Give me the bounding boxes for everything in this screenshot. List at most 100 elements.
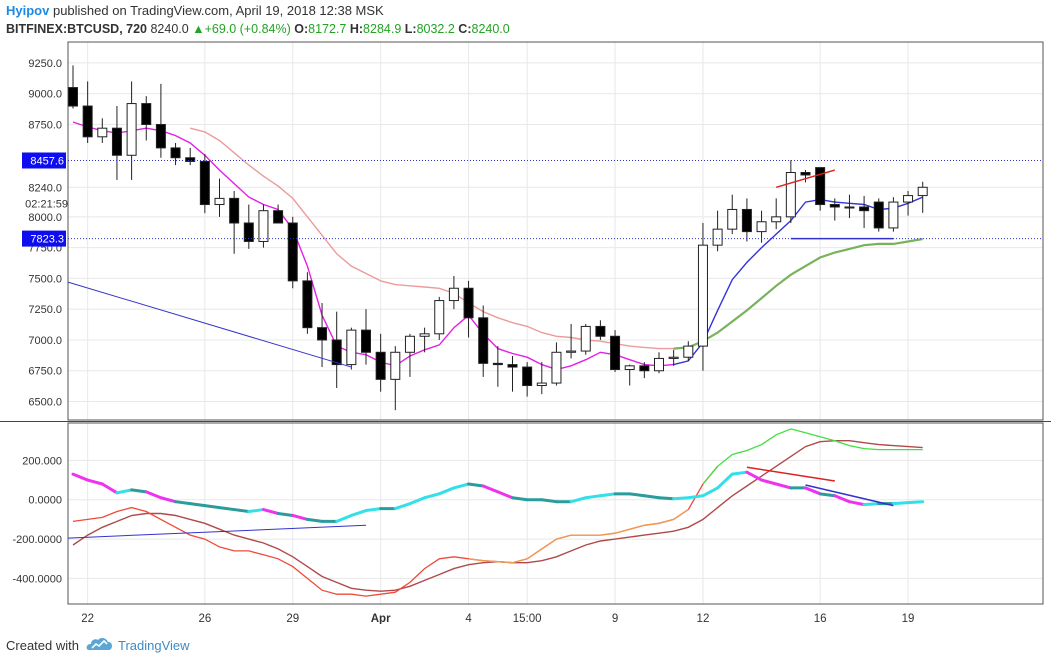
price-chart[interactable]: 9250.09000.08750.08240.08000.07750.07500… bbox=[0, 40, 1051, 624]
candle-body-up bbox=[404, 335, 415, 353]
candle bbox=[873, 198, 884, 232]
candle bbox=[448, 275, 459, 310]
osc-main-segment bbox=[598, 492, 617, 498]
osc-divergence-blue bbox=[805, 484, 894, 507]
candle-body-up bbox=[580, 325, 591, 352]
slow-ma-line-rising bbox=[673, 237, 923, 350]
candle-body-up bbox=[419, 333, 430, 337]
candle-body-down bbox=[741, 208, 752, 233]
osc-main-segment bbox=[906, 500, 925, 505]
candle bbox=[214, 178, 225, 217]
candle-body-up bbox=[683, 345, 694, 358]
candle bbox=[551, 342, 562, 386]
candle bbox=[185, 147, 196, 166]
candle bbox=[155, 83, 166, 158]
osc-main-segment bbox=[305, 517, 324, 523]
osc-main-segment bbox=[203, 504, 221, 510]
candle bbox=[434, 296, 445, 340]
slow-ma-line bbox=[190, 127, 674, 350]
osc-main-segment bbox=[408, 496, 427, 506]
osc-main-segment bbox=[247, 508, 265, 514]
open-label: O: bbox=[294, 22, 309, 36]
candle bbox=[141, 96, 152, 141]
published-text: published on TradingView.com, April 19, … bbox=[52, 3, 384, 18]
candle-body-down bbox=[273, 210, 284, 224]
price-pane-border bbox=[67, 41, 1044, 421]
tradingview-brand[interactable]: TradingView bbox=[118, 638, 190, 653]
candle-body-down bbox=[82, 105, 93, 138]
close-label: C: bbox=[458, 22, 472, 36]
candle bbox=[639, 362, 650, 379]
candle-body-down bbox=[185, 157, 196, 162]
candle bbox=[697, 222, 708, 371]
candle bbox=[258, 204, 269, 248]
candle-body-up bbox=[654, 357, 664, 372]
candle-body-down bbox=[243, 222, 254, 242]
candle-body-up bbox=[97, 127, 108, 138]
symbol-name: BITFINEX:BTCUSD, 720 bbox=[6, 22, 147, 36]
osc-slow-line bbox=[72, 440, 923, 592]
symbol-line: BITFINEX:BTCUSD, 720 8240.0 ▲+69.0 (+0.8… bbox=[6, 22, 510, 36]
candle bbox=[785, 160, 796, 223]
candle-body-up bbox=[903, 195, 914, 203]
candle bbox=[126, 81, 137, 180]
last-price: 8240.0 bbox=[150, 22, 189, 36]
high-value: 8284.9 bbox=[363, 22, 402, 36]
candle bbox=[566, 323, 577, 359]
candle-body-up bbox=[727, 208, 738, 230]
osc-main-segment bbox=[261, 508, 280, 515]
candle-body-down bbox=[361, 329, 371, 353]
candle-body-up bbox=[448, 287, 459, 302]
osc-main-segment bbox=[862, 502, 881, 507]
osc-main-segment bbox=[716, 472, 734, 490]
osc-main-segment bbox=[540, 498, 558, 504]
candle bbox=[361, 309, 371, 365]
author-name[interactable]: Hyipov bbox=[6, 3, 50, 18]
bearish-divergence-line bbox=[775, 169, 836, 189]
x-tick-label: 15:00 bbox=[513, 613, 542, 624]
candle-body-up bbox=[785, 172, 796, 218]
osc-main-segment bbox=[496, 490, 514, 500]
tradingview-logo-icon[interactable] bbox=[86, 634, 114, 654]
osc-main-segment bbox=[232, 508, 251, 514]
candle-body-down bbox=[141, 103, 152, 125]
osc-main-segment bbox=[760, 478, 778, 486]
candle bbox=[273, 204, 284, 224]
x-axis: 22 26 29 Apr 4 15:00 9 12 16 19 bbox=[81, 613, 914, 624]
up-arrow-icon: ▲ bbox=[192, 22, 205, 36]
osc-main-segment bbox=[569, 496, 588, 504]
candle bbox=[741, 198, 752, 242]
open-value: 8172.7 bbox=[308, 22, 347, 36]
candle bbox=[419, 327, 430, 353]
candle-body-down bbox=[829, 204, 840, 208]
y-axis: 9250.09000.08750.08240.08000.07750.07500… bbox=[12, 58, 62, 585]
candle-body-down bbox=[302, 280, 313, 329]
osc-main-segment bbox=[481, 484, 500, 494]
candle-body-up bbox=[434, 300, 445, 335]
x-tick-label: 16 bbox=[814, 613, 827, 624]
candle-body-down bbox=[478, 317, 489, 364]
candle-body-up bbox=[888, 201, 899, 229]
fast-ma-line bbox=[72, 121, 674, 371]
candle-body-down bbox=[317, 327, 328, 341]
chart-frame bbox=[0, 41, 1051, 605]
osc-main-segment bbox=[130, 488, 148, 494]
candle-body-up bbox=[624, 365, 635, 371]
candle-body-down bbox=[463, 287, 474, 319]
candle bbox=[536, 362, 547, 395]
candle bbox=[302, 272, 313, 334]
candle bbox=[463, 280, 474, 338]
osc-main-segment bbox=[364, 507, 383, 513]
y-tick-label: 7000.0 bbox=[28, 335, 62, 347]
candle bbox=[624, 364, 635, 386]
osc-main-segment bbox=[818, 492, 837, 498]
price-labels: 8457.6 02:21:59 7823.3 bbox=[22, 152, 68, 247]
osc-main-segment bbox=[188, 502, 207, 508]
candle-body-down bbox=[492, 362, 503, 366]
candle-body-up bbox=[712, 228, 723, 246]
high-label: H: bbox=[349, 22, 364, 36]
osc-main-segment bbox=[393, 502, 412, 511]
candle-body-down bbox=[68, 87, 78, 107]
osc-main-segment bbox=[423, 492, 441, 500]
candle-body-up bbox=[668, 356, 679, 359]
